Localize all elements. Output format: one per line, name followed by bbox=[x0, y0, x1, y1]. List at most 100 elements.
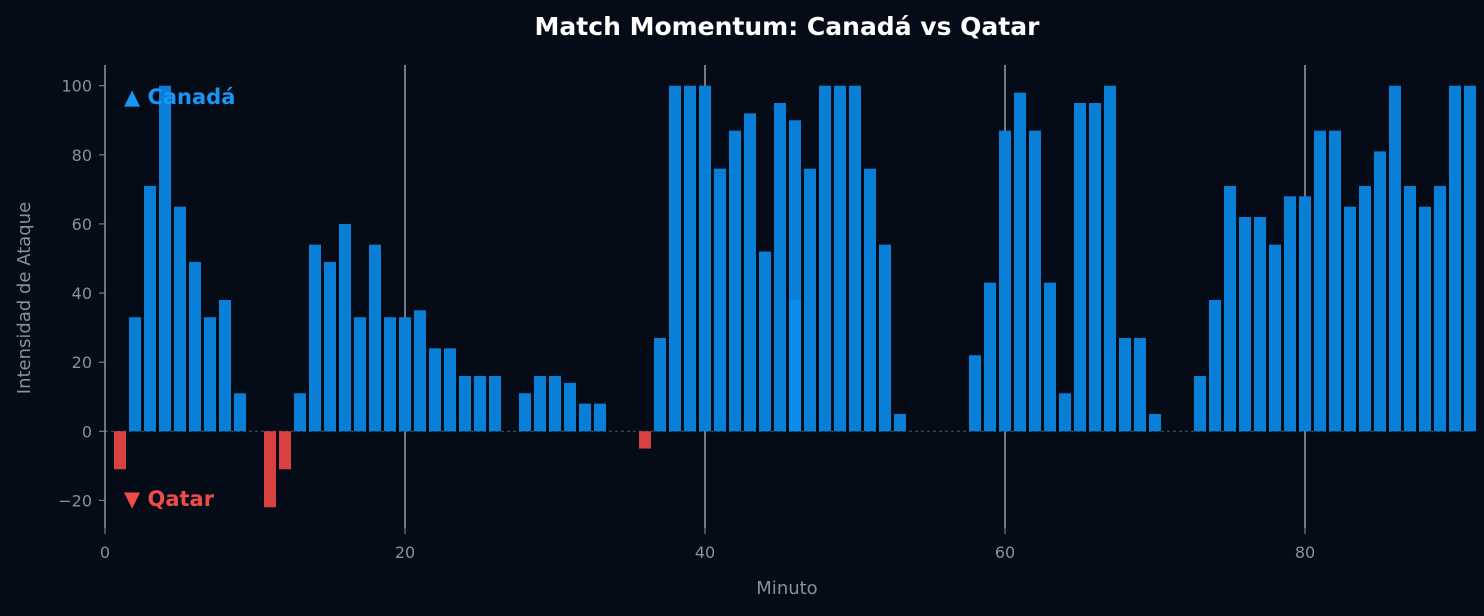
canada-bar bbox=[399, 317, 411, 432]
canada-bar bbox=[1194, 375, 1206, 432]
canada-bar bbox=[414, 310, 426, 432]
chart-title: Match Momentum: Canadá vs Qatar bbox=[535, 12, 1041, 41]
canada-bar bbox=[1059, 393, 1071, 432]
canada-bar bbox=[159, 85, 171, 432]
canada-bar bbox=[339, 223, 351, 432]
x-axis-label: Minuto bbox=[756, 578, 817, 599]
canada-bar bbox=[774, 103, 786, 432]
canada-bar bbox=[1104, 85, 1116, 432]
canada-bar bbox=[1299, 196, 1311, 432]
canada-bar bbox=[984, 282, 996, 432]
qatar-bar bbox=[114, 431, 126, 470]
canada-bar bbox=[429, 348, 441, 432]
x-tick-label: 60 bbox=[995, 543, 1015, 562]
canada-bar bbox=[309, 244, 321, 432]
canada-bar bbox=[969, 355, 981, 432]
canada-bar bbox=[459, 375, 471, 432]
canada-bar bbox=[1089, 103, 1101, 432]
canada-bar bbox=[1374, 151, 1386, 432]
qatar-bar bbox=[264, 431, 276, 508]
canada-bar bbox=[1284, 196, 1296, 432]
canada-bar bbox=[534, 375, 546, 432]
canada-bar bbox=[1419, 206, 1431, 432]
canada-bar bbox=[1344, 206, 1356, 432]
stoppage-time-bar bbox=[789, 299, 801, 432]
canada-bar bbox=[189, 261, 201, 432]
y-tick-label: 20 bbox=[72, 353, 92, 372]
canada-bar bbox=[369, 244, 381, 432]
canada-bar bbox=[1329, 130, 1341, 432]
x-tick-label: 80 bbox=[1295, 543, 1315, 562]
canada-bar bbox=[489, 375, 501, 432]
canada-bar bbox=[714, 168, 726, 432]
canada-bar bbox=[1239, 217, 1251, 432]
canada-bar bbox=[1074, 103, 1086, 432]
canada-bar bbox=[1224, 185, 1236, 432]
canada-bar bbox=[129, 317, 141, 432]
canada-bar bbox=[879, 244, 891, 432]
y-tick-label: 80 bbox=[72, 146, 92, 165]
canada-bar bbox=[1149, 413, 1161, 432]
canada-bar bbox=[1314, 130, 1326, 432]
canada-bar bbox=[1359, 185, 1371, 432]
canada-bar bbox=[819, 85, 831, 432]
x-tick-label: 20 bbox=[395, 543, 415, 562]
canada-bar bbox=[744, 113, 756, 432]
y-tick-label: 40 bbox=[72, 284, 92, 303]
qatar-label: ▼ Qatar bbox=[124, 487, 215, 511]
canada-bar bbox=[1464, 85, 1476, 432]
canada-bar bbox=[669, 85, 681, 432]
canada-bar bbox=[174, 206, 186, 432]
qatar-bar bbox=[639, 431, 651, 449]
x-tick-label: 0 bbox=[100, 543, 110, 562]
canada-bar bbox=[1134, 337, 1146, 432]
canada-bar bbox=[654, 337, 666, 432]
canada-bar bbox=[729, 130, 741, 432]
canada-bar bbox=[894, 413, 906, 432]
canada-bar bbox=[324, 261, 336, 432]
canada-bar bbox=[1209, 299, 1221, 432]
canada-bar bbox=[699, 85, 711, 432]
canada-bar bbox=[804, 168, 816, 432]
canada-bar bbox=[684, 85, 696, 432]
canada-bar bbox=[999, 130, 1011, 432]
canada-bar bbox=[1044, 282, 1056, 432]
canada-bar bbox=[1014, 92, 1026, 432]
canada-bar bbox=[384, 317, 396, 432]
canada-bar bbox=[549, 375, 561, 432]
canada-bar bbox=[1119, 337, 1131, 432]
canada-bar bbox=[564, 382, 576, 432]
canada-bar bbox=[294, 393, 306, 432]
canada-bar bbox=[144, 185, 156, 432]
canada-bar bbox=[234, 393, 246, 432]
canada-bar bbox=[219, 299, 231, 432]
canada-bar bbox=[1449, 85, 1461, 432]
canada-bar bbox=[444, 348, 456, 432]
canada-bar bbox=[519, 393, 531, 432]
canada-bar bbox=[1404, 185, 1416, 432]
canada-bar bbox=[204, 317, 216, 432]
canada-bar bbox=[1389, 85, 1401, 432]
canada-bar bbox=[1434, 185, 1446, 432]
qatar-bar bbox=[279, 431, 291, 470]
canada-bar bbox=[849, 85, 861, 432]
canada-bar bbox=[594, 403, 606, 432]
y-tick-label: 60 bbox=[72, 215, 92, 234]
y-tick-label: 0 bbox=[82, 422, 92, 441]
x-tick-label: 40 bbox=[695, 543, 715, 562]
canada-bar bbox=[1029, 130, 1041, 432]
canada-bar bbox=[354, 317, 366, 432]
y-tick-label: 100 bbox=[61, 77, 92, 96]
canada-bar bbox=[834, 85, 846, 432]
canada-bar bbox=[1254, 217, 1266, 432]
y-axis-label: Intensidad de Ataque bbox=[14, 202, 35, 394]
axes-layer: −20 0 20 40 60 80 100 0 20 40 60 80 bbox=[58, 65, 1315, 562]
y-tick-label: −20 bbox=[58, 491, 92, 510]
canada-bar bbox=[759, 251, 771, 432]
canada-bar bbox=[1269, 244, 1281, 432]
bars-layer bbox=[114, 85, 1476, 508]
canada-bar bbox=[474, 375, 486, 432]
canada-bar bbox=[864, 168, 876, 432]
